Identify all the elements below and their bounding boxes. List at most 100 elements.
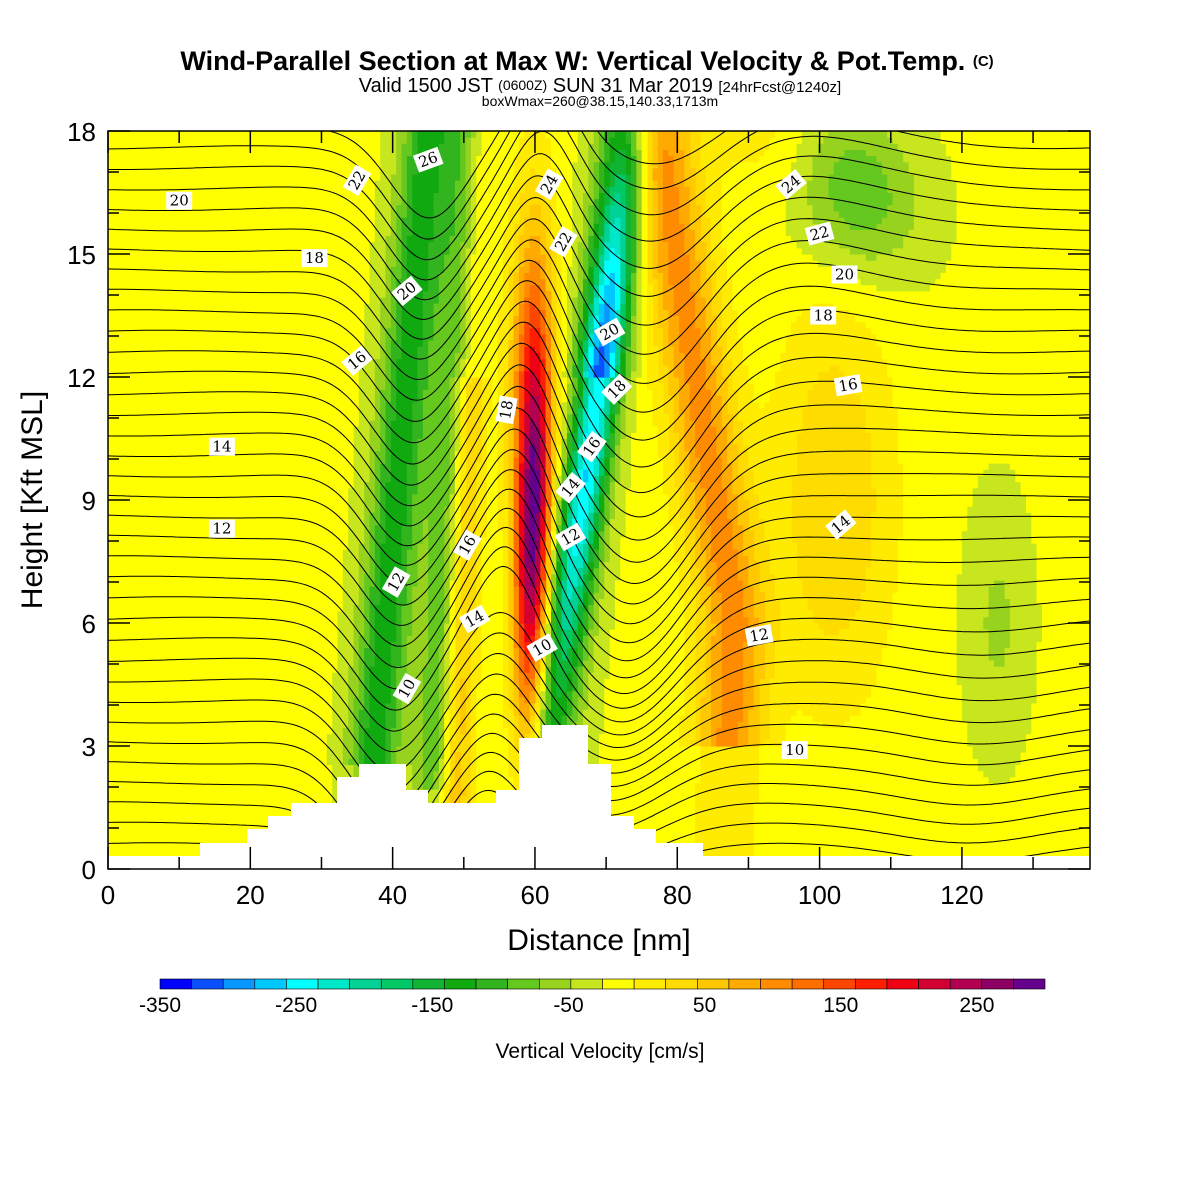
contour-label-box [453, 529, 482, 561]
colorbar-swatch [791, 978, 825, 990]
contour-label: 14 [208, 437, 235, 456]
x-tick-label: 100 [798, 880, 841, 910]
colorbar-tick-label: -350 [139, 994, 181, 1017]
y-axis-ticks [108, 130, 1090, 870]
contour-label-box [831, 265, 858, 284]
y-tick-label: 18 [67, 117, 96, 147]
colorbar-swatch [444, 978, 477, 990]
contour-label: 18 [495, 395, 518, 425]
contour-label-text: 16 [837, 375, 859, 396]
contour-label-box [341, 345, 373, 376]
y-tick-label: 15 [67, 240, 96, 270]
contour-label: 24 [775, 169, 807, 200]
x-tick-label: 60 [520, 880, 549, 910]
contour-label-text: 20 [170, 192, 189, 210]
colorbar-swatch [538, 978, 572, 990]
x-tick-label: 120 [940, 880, 983, 910]
colorbar-swatch [823, 978, 856, 990]
y-tick-label: 12 [67, 363, 96, 393]
colorbar-swatch [665, 978, 698, 990]
contour-label-box [208, 519, 235, 538]
y-tick-label: 9 [82, 486, 96, 516]
colorbar-swatch [1013, 978, 1046, 990]
colorbar-swatch [159, 978, 192, 990]
contour-label: 16 [833, 374, 863, 397]
contour-label: 18 [301, 249, 328, 268]
colorbar-swatch [886, 978, 919, 990]
colorbar-swatch [918, 978, 951, 990]
colorbar-tick-label: -150 [411, 994, 453, 1017]
contour-label-box [593, 317, 626, 347]
colorbar-swatch [981, 978, 1014, 990]
contour-label-box [775, 169, 807, 200]
contour-label-text: 18 [496, 399, 517, 421]
contour-label-box [577, 430, 607, 463]
contour-label-box [825, 509, 857, 540]
colorbar-swatch [254, 978, 287, 990]
colorbar-swatch [475, 978, 508, 990]
plot-frame [107, 130, 1091, 870]
contour-label-box [781, 741, 808, 760]
colorbar-label: Vertical Velocity [cm/s] [496, 1040, 705, 1063]
contour-label-box [301, 249, 328, 268]
contour-label-box [810, 306, 837, 325]
contour-label-text: 26 [416, 148, 440, 171]
y-axis-tick-labels: 0 3 6 9 12 15 18 [67, 117, 96, 885]
colorbar-swatch [380, 978, 414, 990]
contour-label-box [744, 624, 774, 647]
y-tick-label: 6 [82, 609, 96, 639]
chart-subtitle: Valid 1500 JST (0600Z) SUN 31 Mar 2019 [… [359, 75, 841, 97]
colorbar-tick-label: -50 [553, 994, 583, 1017]
contour-label-text: 14 [212, 438, 231, 456]
colorbar-swatch [317, 978, 350, 990]
colorbar-swatch [728, 978, 761, 990]
x-tick-label: 40 [378, 880, 407, 910]
contour-label-box [601, 373, 633, 405]
contour-label: 20 [166, 191, 193, 210]
terrain [108, 725, 1090, 869]
colorbar-swatch [286, 978, 319, 990]
y-axis-label: Height [Kft MSL] [16, 391, 49, 609]
x-tick-label: 80 [663, 880, 692, 910]
colorbar-tick-label: 250 [959, 994, 994, 1017]
contour-label-box [554, 522, 587, 552]
colorbar-swatch [949, 978, 983, 990]
contour-label-box [166, 191, 193, 210]
colorbar-swatch [191, 978, 224, 990]
contour-label-text: 20 [835, 266, 854, 284]
contour-label-box [495, 395, 518, 425]
colorbar-swatch [697, 978, 730, 990]
contour-label: 20 [831, 265, 858, 284]
colorbar-swatch [412, 978, 445, 990]
y-tick-label: 0 [82, 855, 96, 885]
contour-label-box [381, 566, 411, 598]
chart-subtitle-2: boxWmax=260@38.15,140.33,1713m [482, 93, 718, 109]
colorbar-swatch [855, 978, 888, 990]
contour-label: 12 [208, 519, 235, 538]
contour-label-box [534, 168, 564, 201]
colorbar-swatch [349, 978, 382, 990]
colorbar [159, 978, 1046, 990]
x-axis-label: Distance [nm] [507, 924, 690, 957]
colorbar-tick-labels: -350 -250 -150 -50 50 150 250 [139, 994, 994, 1017]
colorbar-tick-label: -250 [275, 994, 317, 1017]
colorbar-swatch [760, 978, 793, 990]
contour-label-box [458, 604, 491, 634]
colorbar-swatch [602, 978, 635, 990]
contour-label: 26 [412, 146, 444, 173]
x-tick-label: 20 [236, 880, 265, 910]
contour-label-box [412, 146, 444, 173]
colorbar-tick-label: 150 [823, 994, 858, 1017]
contour-label-text: 12 [748, 625, 770, 646]
contour-label-box [526, 633, 558, 662]
contour-label: 18 [810, 306, 837, 325]
colorbar-swatch [570, 978, 603, 990]
colorbar-tick-label: 50 [693, 994, 716, 1017]
colorbar-swatch [633, 978, 667, 990]
colorbar-swatch [507, 978, 540, 990]
x-axis-tick-labels: 0 20 40 60 80 100 120 [101, 880, 984, 910]
contour-label-box [549, 225, 578, 258]
contour-label-box [208, 437, 235, 456]
